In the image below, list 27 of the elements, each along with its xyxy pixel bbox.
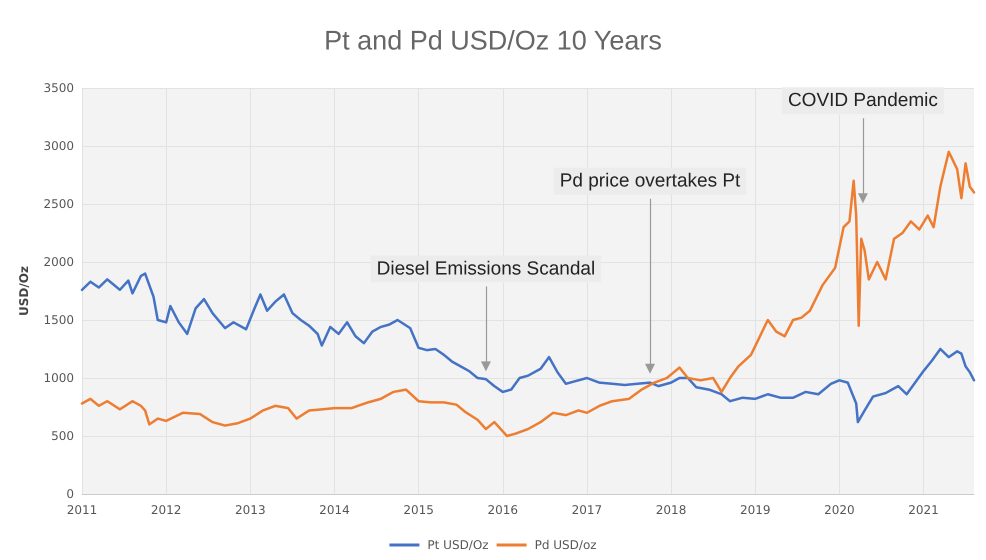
y-tick-label: 1000: [43, 371, 74, 385]
x-tick-label: 2018: [656, 503, 686, 517]
annotation: Diesel Emissions Scandal: [376, 258, 596, 280]
annotation: COVID Pandemic: [788, 90, 938, 112]
line-series: [80, 150, 976, 438]
annotation: Pd price overtakes Pt: [560, 170, 742, 192]
x-tick-label: 2020: [824, 503, 855, 517]
y-axis-title: USD/Oz: [17, 266, 31, 316]
x-tick-label: 2015: [403, 503, 434, 517]
y-tick-label: 3000: [43, 139, 74, 153]
y-tick-label: 3500: [43, 81, 74, 95]
x-tick-label: 2013: [235, 503, 266, 517]
y-tick-label: 2000: [43, 255, 74, 269]
x-tick-label: 2014: [319, 503, 350, 517]
y-tick-label: 500: [51, 429, 74, 443]
x-tick-label: 2017: [572, 503, 602, 517]
y-tick-label: 0: [66, 487, 74, 501]
y-tick-label: 1500: [43, 313, 74, 327]
x-tick-label: 2019: [740, 503, 770, 517]
chart-title: Pt and Pd USD/Oz 10 Years: [324, 26, 662, 56]
legend-label: Pt USD/Oz: [427, 538, 489, 552]
x-tick-label: 2021: [908, 503, 939, 517]
legend-label: Pd USD/oz: [534, 538, 597, 552]
x-tick-label: 2011: [66, 503, 98, 517]
x-tick-label: 2012: [150, 503, 182, 517]
x-tick-label: 2016: [487, 503, 518, 517]
y-tick-label: 2500: [43, 197, 74, 211]
